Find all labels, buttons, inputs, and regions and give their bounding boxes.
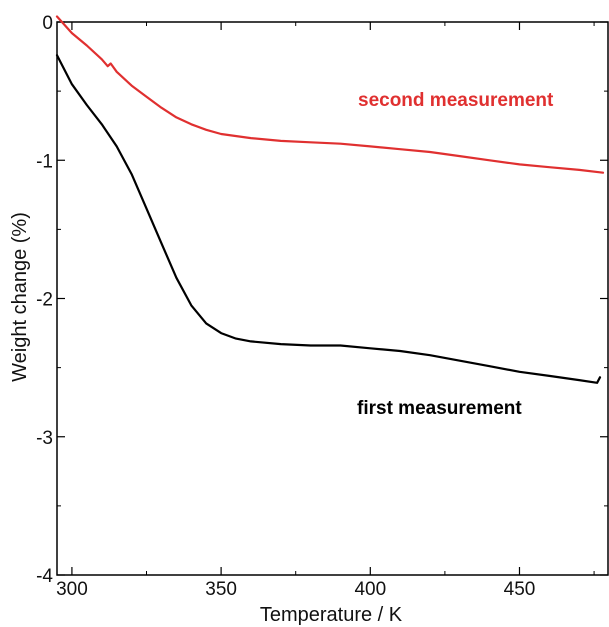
y-tick-label: -2: [36, 290, 53, 311]
x-tick-label: 400: [354, 579, 386, 600]
second-measurement-label: second measurement: [358, 90, 554, 111]
y-tick-label: 0: [42, 13, 53, 34]
series-layer: [55, 15, 605, 384]
y-tick-label: -1: [36, 151, 53, 172]
x-tick-label: 350: [205, 579, 237, 600]
x-axis: 300 350 400 450: [56, 22, 595, 600]
x-tick-label: 450: [504, 579, 536, 600]
y-tick-label: -4: [36, 566, 53, 587]
x-axis-label: Temperature / K: [260, 604, 403, 626]
series-line-first-measurement: [55, 54, 602, 384]
y-axis-label: Weight change (%): [9, 212, 31, 382]
y-axis: 0 -1 -2 -3 -4: [36, 13, 608, 587]
y-tick-label: -3: [36, 428, 53, 449]
first-measurement-label: first measurement: [357, 398, 522, 419]
series-line-second-measurement: [55, 15, 605, 174]
x-tick-label: 300: [56, 579, 88, 600]
